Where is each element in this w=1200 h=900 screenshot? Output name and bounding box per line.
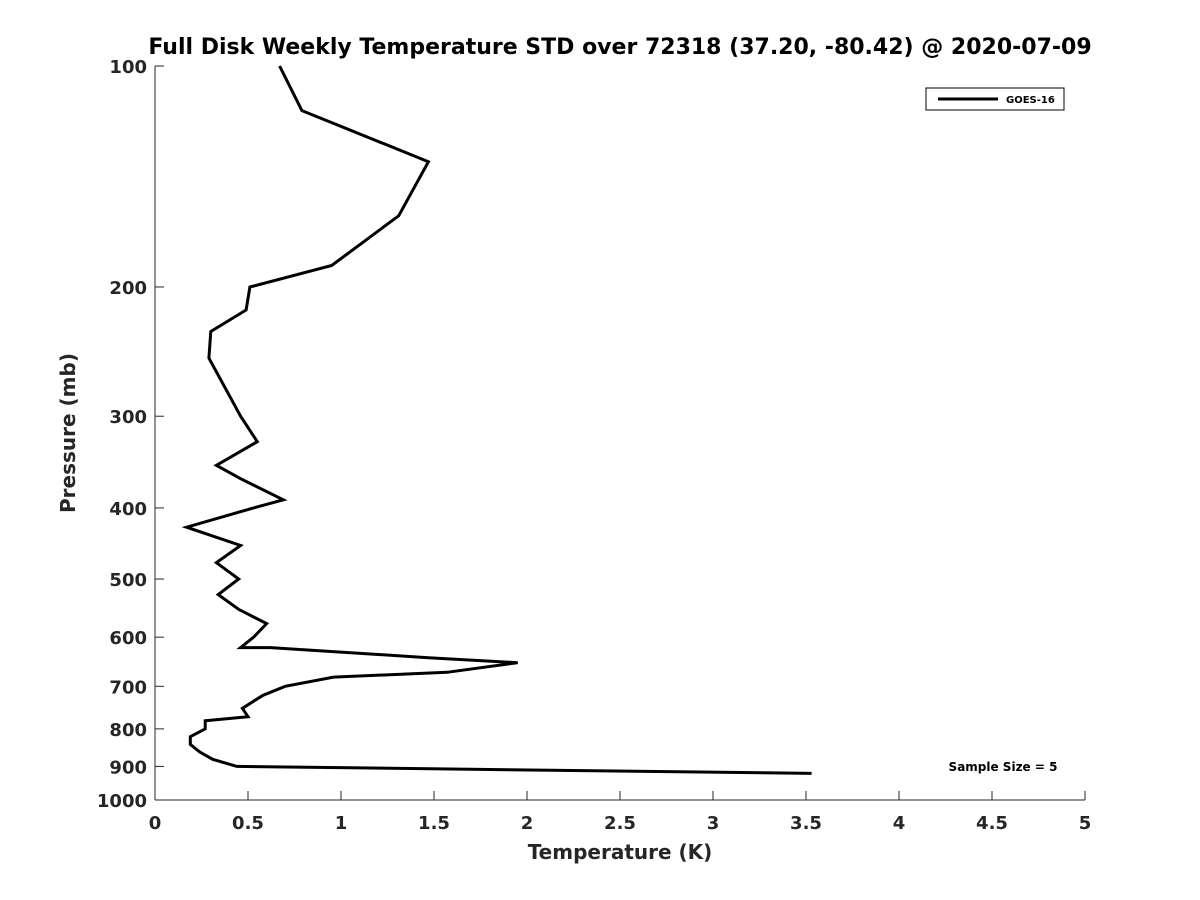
- y-tick-label: 300: [109, 407, 147, 428]
- x-tick-label: 2: [521, 813, 534, 834]
- x-tick-label: 0.5: [232, 813, 264, 834]
- x-tick-label: 5: [1079, 813, 1092, 834]
- chart-title: Full Disk Weekly Temperature STD over 72…: [148, 35, 1091, 60]
- plot-area: [155, 66, 1085, 800]
- x-tick-label: 4: [893, 813, 906, 834]
- x-tick-label: 1: [335, 813, 348, 834]
- x-tick-label: 3: [707, 813, 720, 834]
- y-tick-label: 400: [109, 499, 147, 520]
- y-axis-ticks: 100 200 300 400 500 600 700 800 900 1000: [97, 57, 164, 812]
- x-axis-ticks: 0 0.5 1 1.5 2 2.5 3 3.5 4 4.5 5: [149, 791, 1092, 834]
- x-tick-label: 1.5: [418, 813, 450, 834]
- y-tick-label: 700: [109, 677, 147, 698]
- y-tick-label: 500: [109, 570, 147, 591]
- y-tick-label: 200: [109, 278, 147, 299]
- x-tick-label: 0: [149, 813, 162, 834]
- y-tick-label: 1000: [97, 791, 147, 812]
- series-line-goes16: [181, 65, 812, 775]
- x-axis-label: Temperature (K): [528, 840, 713, 864]
- series-group: [181, 65, 812, 775]
- sample-size-annotation: Sample Size = 5: [949, 760, 1058, 774]
- legend-label-goes16: GOES-16: [1006, 95, 1055, 106]
- legend: GOES-16: [925, 87, 1065, 111]
- y-tick-label: 100: [109, 57, 147, 78]
- y-tick-label: 900: [109, 757, 147, 778]
- axes: [154, 66, 1085, 801]
- x-tick-label: 2.5: [604, 813, 636, 834]
- y-tick-label: 600: [109, 628, 147, 649]
- x-tick-label: 3.5: [790, 813, 822, 834]
- x-tick-label: 4.5: [976, 813, 1008, 834]
- y-axis-label: Pressure (mb): [56, 353, 80, 513]
- y-tick-label: 800: [109, 720, 147, 741]
